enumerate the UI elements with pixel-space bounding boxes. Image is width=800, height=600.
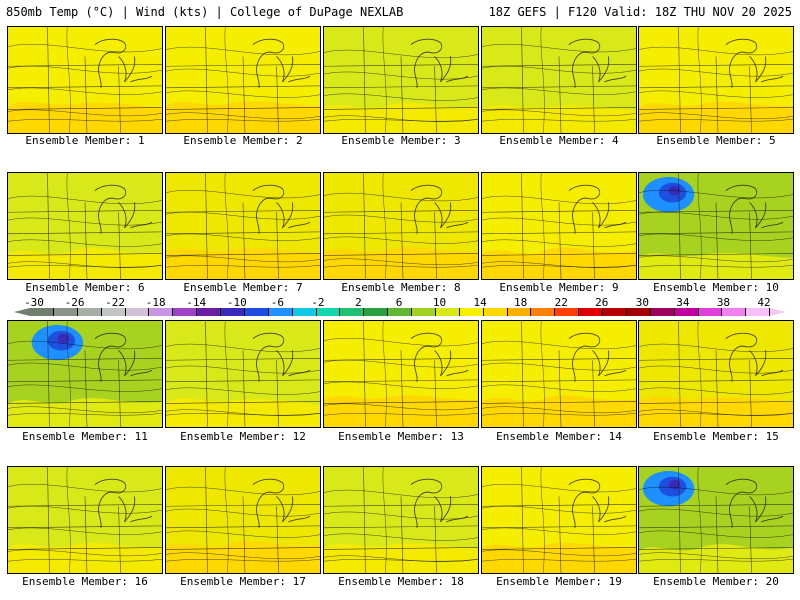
colorbar-tick-label: 42 (757, 296, 771, 309)
ensemble-member-label: Ensemble Member: 19 (496, 575, 622, 588)
ensemble-member-label: Ensemble Member: 16 (22, 575, 148, 588)
colorbar-segment (483, 308, 508, 316)
colorbar-tick-label: 30 (635, 296, 649, 309)
colorbar-segment (555, 308, 580, 316)
ensemble-member-map (481, 320, 637, 428)
ensemble-member-label: Ensemble Member: 20 (653, 575, 779, 588)
ensemble-member-label: Ensemble Member: 17 (180, 575, 306, 588)
colorbar-tick-label: -30 (24, 296, 44, 309)
colorbar-tick-label: -14 (186, 296, 207, 309)
ensemble-member-map (481, 466, 637, 574)
ensemble-member-label: Ensemble Member: 10 (653, 281, 779, 294)
colorbar-tick-label: 38 (716, 296, 731, 309)
colorbar-segment (173, 308, 198, 316)
ensemble-member-label: Ensemble Member: 3 (341, 134, 461, 147)
ensemble-member-map (7, 320, 163, 428)
ensemble-member-label: Ensemble Member: 15 (653, 430, 779, 443)
colorbar-segment (221, 308, 245, 316)
colorbar-segment (626, 308, 651, 316)
colorbar-scale (30, 308, 771, 316)
ensemble-member-map (323, 320, 479, 428)
colorbar-segment (77, 308, 102, 316)
colorbar-tick-label: -26 (64, 296, 85, 309)
colorbar-max-arrow (770, 308, 786, 316)
ensemble-member-map (7, 26, 163, 134)
ensemble-member-map (165, 466, 321, 574)
colorbar-tick-label: 18 (514, 296, 528, 309)
colorbar-tick-label: 10 (432, 296, 447, 309)
colorbar-tick-label: -22 (105, 296, 126, 309)
colorbar-segment (698, 308, 723, 316)
ensemble-member-label: Ensemble Member: 11 (22, 430, 148, 443)
run-valid-time: 18Z GEFS | F120 Valid: 18Z THU NOV 20 20… (488, 5, 792, 19)
colorbar-tick-label: 26 (595, 296, 609, 309)
ensemble-member-map (7, 466, 163, 574)
ensemble-member-label: Ensemble Member: 4 (499, 134, 619, 147)
ensemble-member-label: Ensemble Member: 5 (656, 134, 776, 147)
ensemble-member-map (7, 172, 163, 280)
colorbar-tick-label: 22 (554, 296, 568, 309)
ensemble-member-map (165, 320, 321, 428)
colorbar-segment (412, 308, 436, 316)
colorbar-tick-label: 14 (473, 296, 487, 309)
ensemble-member-label: Ensemble Member: 18 (338, 575, 464, 588)
ensemble-member-map (323, 172, 479, 280)
ensemble-member-map (638, 466, 794, 574)
header: 850mb Temp (°C) | Wind (kts) | College o… (0, 0, 800, 22)
colorbar-segment (722, 308, 747, 316)
ensemble-member-map (165, 172, 321, 280)
ensemble-member-map (323, 26, 479, 134)
colorbar-min-arrow (14, 308, 30, 316)
ensemble-member-label: Ensemble Member: 2 (183, 134, 303, 147)
product-title: 850mb Temp (°C) | Wind (kts) | College o… (6, 5, 404, 19)
ensemble-member-map (323, 466, 479, 574)
colorbar-segment (53, 308, 78, 316)
ensemble-member-label: Ensemble Member: 8 (341, 281, 461, 294)
ensemble-member-label: Ensemble Member: 9 (499, 281, 619, 294)
colorbar-segment (30, 308, 54, 316)
colorbar-segment (603, 308, 627, 316)
colorbar-segment (364, 308, 389, 316)
colorbar-segment (674, 308, 699, 316)
ensemble-member-label: Ensemble Member: 12 (180, 430, 306, 443)
colorbar-segment (292, 308, 317, 316)
colorbar-segment (507, 308, 532, 316)
ensemble-member-label: Ensemble Member: 6 (25, 281, 145, 294)
ensemble-member-map (638, 26, 794, 134)
colorbar-segment (579, 308, 603, 316)
temperature-colorbar: -30 -26 -22 -18 -14 -10 -6 -2 2 6 10 14 18 22 26 30 34 38… (0, 296, 800, 318)
colorbar-tick-label: -18 (145, 296, 166, 309)
colorbar-tick-label: 34 (676, 296, 690, 309)
colorbar-segment (388, 308, 412, 316)
colorbar-tick-label: -10 (226, 296, 247, 309)
colorbar-segment (244, 308, 269, 316)
ensemble-member-map (481, 26, 637, 134)
ensemble-member-label: Ensemble Member: 7 (183, 281, 303, 294)
colorbar-segment (435, 308, 460, 316)
ensemble-member-label: Ensemble Member: 14 (496, 430, 622, 443)
colorbar-segment (650, 308, 675, 316)
colorbar-segment (101, 308, 126, 316)
colorbar-segment (149, 308, 174, 316)
ensemble-member-map (481, 172, 637, 280)
colorbar-segment (268, 308, 293, 316)
colorbar-segment (316, 308, 341, 316)
ensemble-member-map (638, 320, 794, 428)
colorbar-segment (459, 308, 484, 316)
colorbar-segment (746, 308, 771, 316)
colorbar-tick-label: 6 (395, 296, 403, 309)
ensemble-member-label: Ensemble Member: 1 (25, 134, 145, 147)
ensemble-member-map (638, 172, 794, 280)
colorbar-segment (531, 308, 556, 316)
ensemble-member-map (165, 26, 321, 134)
colorbar-tick-label: 2 (355, 296, 362, 309)
colorbar-segment (125, 308, 150, 316)
colorbar-segment (197, 308, 221, 316)
colorbar-segment (340, 308, 365, 316)
colorbar-tick-label: -2 (311, 296, 325, 309)
colorbar-tick-label: -6 (270, 296, 284, 309)
ensemble-member-label: Ensemble Member: 13 (338, 430, 464, 443)
